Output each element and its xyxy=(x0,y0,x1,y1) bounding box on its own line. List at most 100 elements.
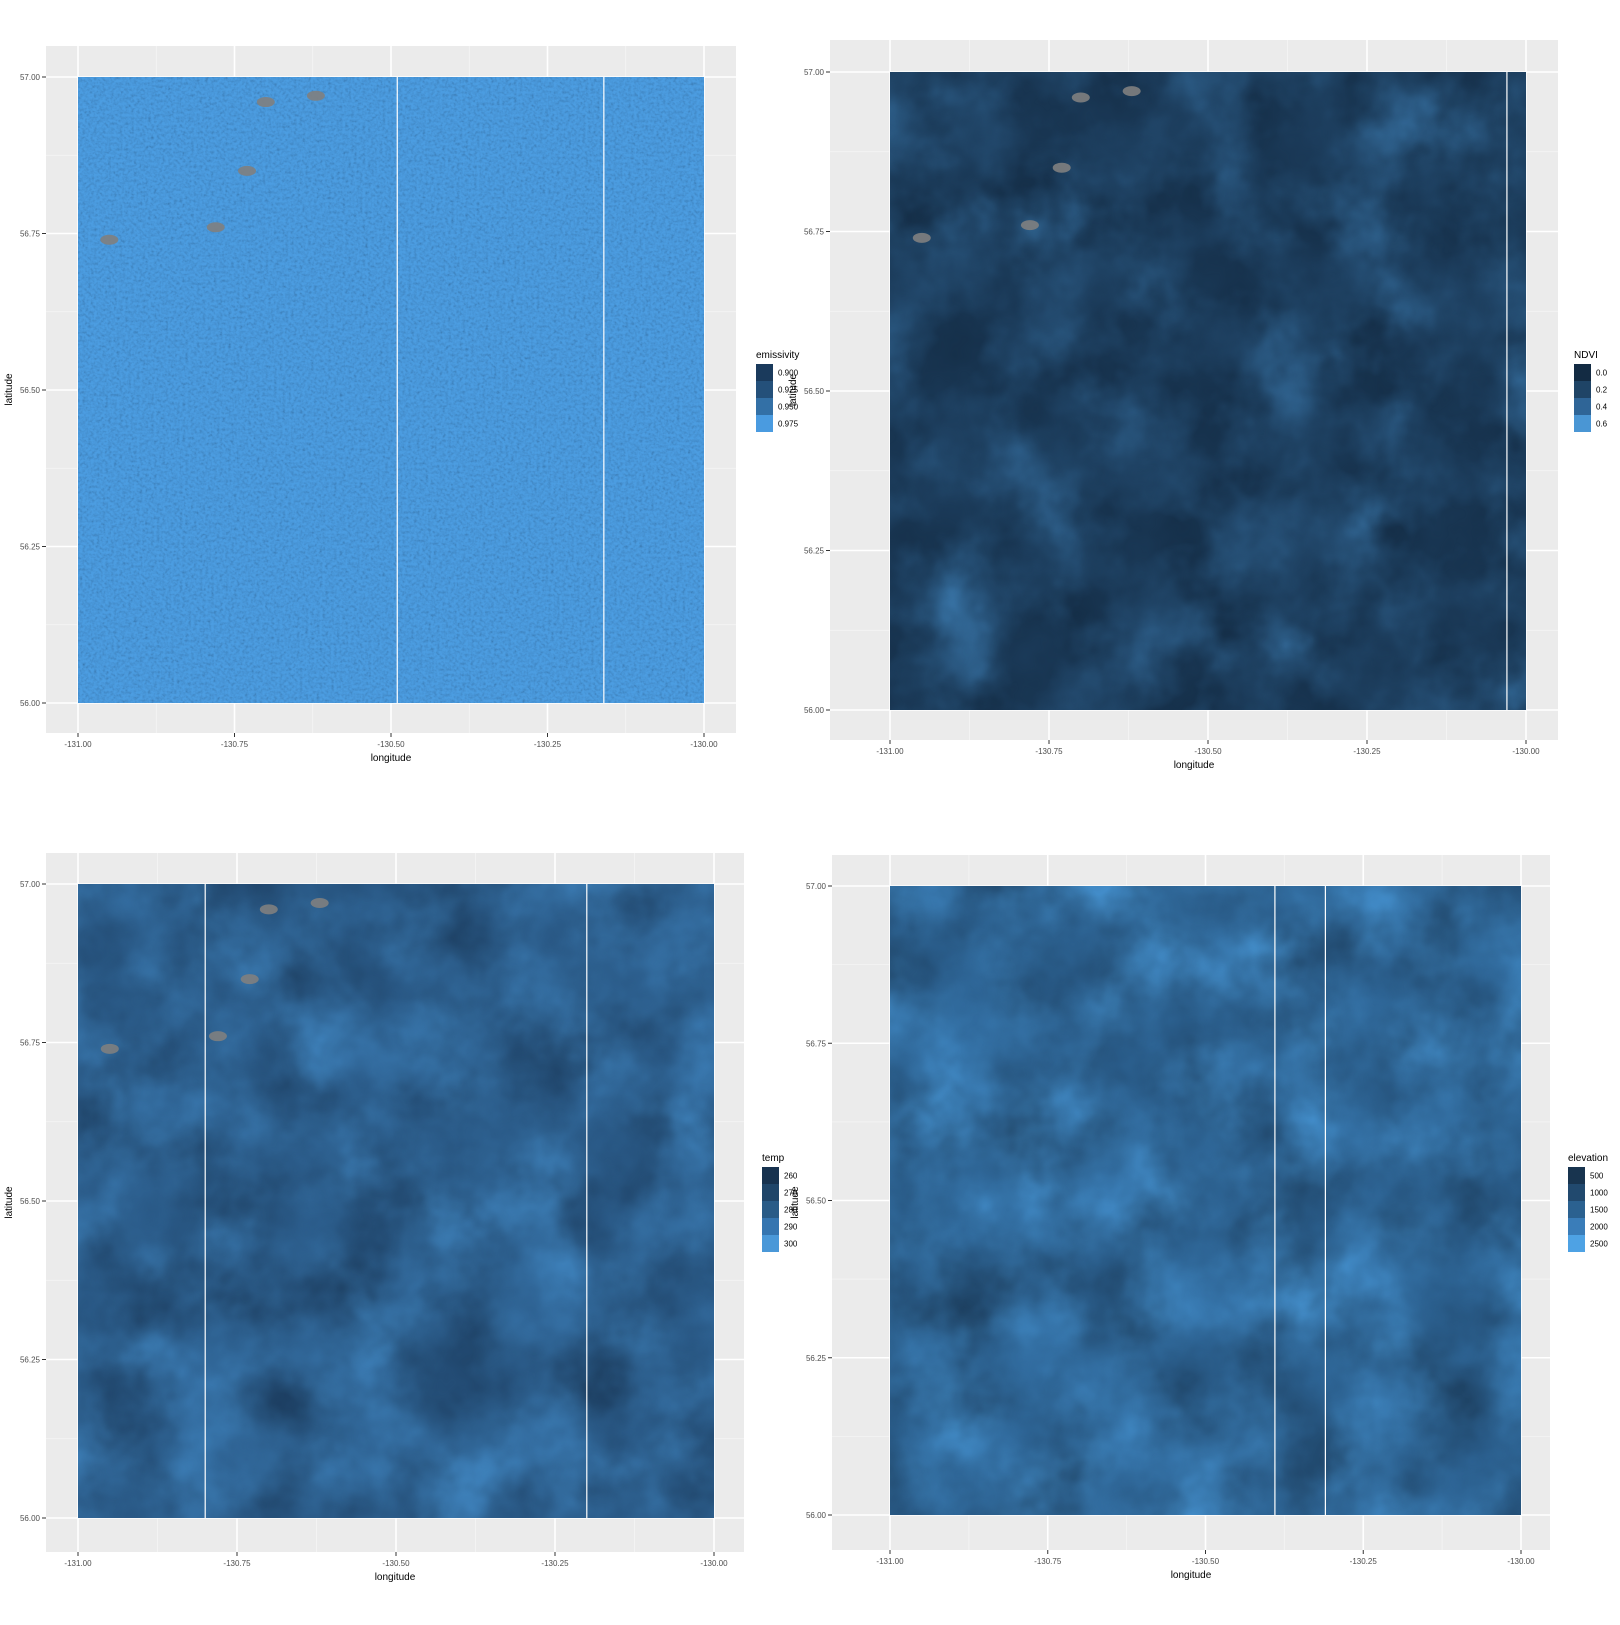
legend-swatch xyxy=(756,364,773,381)
missing-value-patch xyxy=(310,898,329,909)
legend-title: temp xyxy=(762,1153,785,1164)
chart-3: -131.00 -130.75 -130.50 -130.25 -130.00 56.00… xyxy=(4,853,798,1583)
y-tick-label: 57.00 xyxy=(20,73,41,82)
legend-swatch xyxy=(1568,1167,1585,1184)
x-tick-label: -130.00 xyxy=(1507,1557,1535,1566)
y-tick-label: 57.00 xyxy=(20,880,41,889)
legend-label: 270 xyxy=(784,1189,798,1198)
legend-label: 300 xyxy=(784,1240,798,1249)
legend-swatch xyxy=(756,381,773,398)
x-tick-label: -130.50 xyxy=(382,1559,410,1568)
legend-title: elevation xyxy=(1568,1153,1608,1164)
legend: elevation 500 1000 1500 2000 2500 xyxy=(1568,1153,1608,1252)
missing-value-patch xyxy=(238,165,257,176)
y-axis-label: latitude xyxy=(788,373,799,406)
legend-label: 0.975 xyxy=(778,420,799,429)
x-tick-label: -130.50 xyxy=(1192,1557,1220,1566)
legend-swatch xyxy=(1574,398,1591,415)
missing-value-patch xyxy=(256,97,275,108)
x-tick-label: -130.25 xyxy=(1350,1557,1378,1566)
legend-label: 0.6 xyxy=(1596,420,1608,429)
missing-value-patch xyxy=(208,1031,227,1042)
x-tick-label: -130.75 xyxy=(223,1559,251,1568)
legend-label: 2000 xyxy=(1590,1223,1608,1232)
y-axis-label: latitude xyxy=(4,1186,15,1219)
x-tick-label: -130.00 xyxy=(690,740,718,749)
legend-label: 290 xyxy=(784,1223,798,1232)
legend-swatch xyxy=(762,1201,779,1218)
legend-swatch xyxy=(1568,1218,1585,1235)
missing-value-patch xyxy=(912,232,931,243)
legend-label: 0.0 xyxy=(1596,369,1608,378)
missing-value-patch xyxy=(1020,220,1039,231)
y-tick-label: 57.00 xyxy=(804,68,825,77)
chart-1: -131.00 -130.75 -130.50 -130.25 -130.00 56.00… xyxy=(4,46,799,764)
y-tick-label: 56.00 xyxy=(804,706,825,715)
x-tick-label: -130.50 xyxy=(1194,747,1222,756)
legend-label: 0.950 xyxy=(778,403,799,412)
y-tick-label: 56.25 xyxy=(20,1356,41,1365)
legend-swatch xyxy=(1574,364,1591,381)
legend-swatch xyxy=(762,1184,779,1201)
y-tick-label: 56.75 xyxy=(20,1039,41,1048)
legend-swatch xyxy=(756,415,773,432)
raster-layer xyxy=(890,886,1521,1515)
x-tick-label: -130.25 xyxy=(541,1559,569,1568)
legend-swatch xyxy=(1568,1235,1585,1252)
x-axis-label: longitude xyxy=(371,753,412,764)
x-axis-label: longitude xyxy=(1174,760,1215,771)
missing-value-patch xyxy=(240,974,259,985)
missing-value-patch xyxy=(1122,86,1141,97)
y-tick-label: 56.25 xyxy=(804,547,825,556)
legend-swatch xyxy=(762,1218,779,1235)
legend-title: NDVI xyxy=(1574,350,1598,361)
y-tick-label: 56.75 xyxy=(804,228,825,237)
missing-value-patch xyxy=(206,222,225,233)
legend-label: 280 xyxy=(784,1206,798,1215)
missing-value-patch xyxy=(306,90,325,101)
y-tick-label: 56.50 xyxy=(806,1197,827,1206)
x-tick-label: -130.75 xyxy=(221,740,249,749)
legend-label: 260 xyxy=(784,1172,798,1181)
y-axis-label: latitude xyxy=(4,373,15,406)
x-tick-label: -130.25 xyxy=(1353,747,1381,756)
x-axis-label: longitude xyxy=(375,1572,416,1583)
x-axis-label: longitude xyxy=(1171,1570,1212,1581)
x-tick-label: -130.25 xyxy=(534,740,562,749)
x-tick-label: -130.75 xyxy=(1034,1557,1062,1566)
x-tick-label: -130.75 xyxy=(1035,747,1063,756)
legend-swatch xyxy=(756,398,773,415)
y-tick-label: 56.25 xyxy=(806,1354,827,1363)
y-tick-label: 56.50 xyxy=(20,1197,41,1206)
legend-label: 2500 xyxy=(1590,1240,1608,1249)
x-tick-label: -131.00 xyxy=(876,1557,904,1566)
y-tick-label: 56.00 xyxy=(806,1511,827,1520)
x-tick-label: -130.00 xyxy=(700,1559,728,1568)
y-tick-label: 56.75 xyxy=(20,230,41,239)
legend-swatch xyxy=(762,1235,779,1252)
legend-label: 500 xyxy=(1590,1172,1604,1181)
legend: NDVI 0.0 0.2 0.4 0.6 xyxy=(1574,350,1608,432)
x-tick-label: -130.50 xyxy=(377,740,405,749)
chart-2: -131.00 -130.75 -130.50 -130.25 -130.00 56.00… xyxy=(788,40,1608,771)
x-tick-label: -131.00 xyxy=(64,740,92,749)
legend-swatch xyxy=(1568,1184,1585,1201)
legend-swatch xyxy=(762,1167,779,1184)
legend-label: 1500 xyxy=(1590,1206,1608,1215)
x-tick-label: -130.00 xyxy=(1512,747,1540,756)
y-tick-label: 57.00 xyxy=(806,882,827,891)
y-tick-label: 56.00 xyxy=(20,1514,41,1523)
missing-value-patch xyxy=(100,1043,119,1054)
y-tick-label: 56.00 xyxy=(20,699,41,708)
legend: temp 260 270 280 290 300 xyxy=(762,1153,798,1252)
legend-swatch xyxy=(1574,381,1591,398)
x-tick-label: -131.00 xyxy=(876,747,904,756)
raster-layer xyxy=(78,77,704,703)
legend-label: 0.925 xyxy=(778,386,799,395)
chart-4: -131.00 -130.75 -130.50 -130.25 -130.00 56.00… xyxy=(790,855,1608,1581)
missing-value-patch xyxy=(100,234,119,245)
legend-title: emissivity xyxy=(756,350,799,361)
y-tick-label: 56.50 xyxy=(20,386,41,395)
legend-swatch xyxy=(1574,415,1591,432)
